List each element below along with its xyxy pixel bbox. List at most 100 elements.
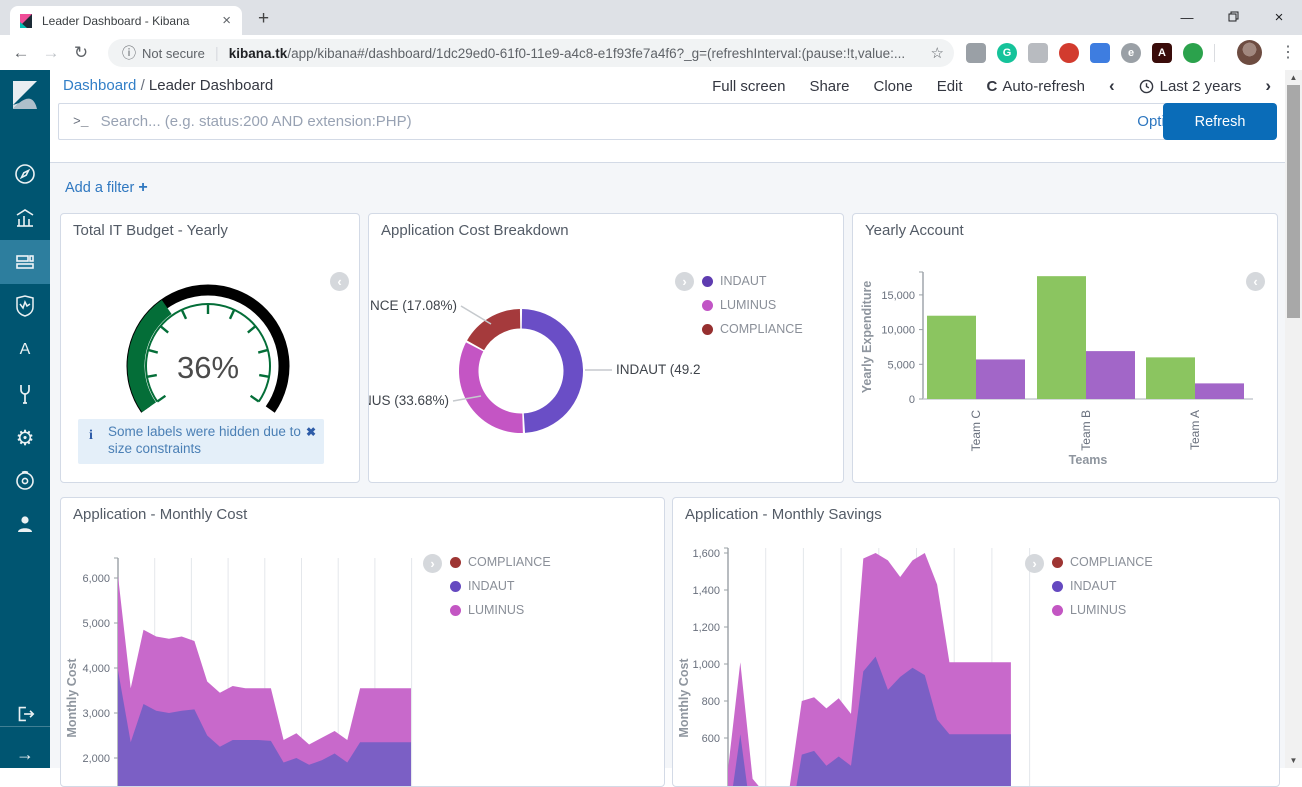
legend-expand-chevron-icon[interactable]: ›: [675, 272, 694, 291]
panel-application-cost-breakdown: Application Cost Breakdown NCE (17.08%) I…: [368, 213, 844, 483]
download-manager-extension-icon[interactable]: [1183, 43, 1203, 63]
query-caret-icon: >_: [73, 114, 89, 129]
sidebar-item-apm[interactable]: A: [0, 328, 50, 372]
bookmark-star-icon[interactable]: ☆: [930, 45, 944, 62]
sidebar-item-dev-tools[interactable]: [0, 372, 50, 416]
legend-dot-icon: [702, 323, 713, 335]
svg-text:2,000: 2,000: [82, 753, 110, 765]
refresh-button[interactable]: Refresh: [1163, 103, 1277, 140]
svg-text:3,000: 3,000: [82, 708, 110, 720]
panel-title: Application - Monthly Savings: [685, 506, 882, 523]
clone-button[interactable]: Clone: [873, 77, 913, 95]
legend-item-compliance[interactable]: COMPLIANCE: [450, 555, 551, 569]
forward-button[interactable]: →: [42, 42, 60, 62]
legend-expand-chevron-icon[interactable]: ›: [1025, 554, 1044, 573]
bar-purple-team-a[interactable]: [1195, 383, 1244, 399]
add-filter-link[interactable]: Add a filter +: [65, 179, 148, 196]
legend-item-indaut[interactable]: INDAUT: [450, 579, 551, 593]
legend-item-indaut[interactable]: INDAUT: [702, 274, 803, 288]
pie-slice-luminus[interactable]: [458, 342, 523, 433]
time-range-picker[interactable]: Last 2 years: [1139, 78, 1241, 95]
close-warning-icon[interactable]: ✖: [305, 425, 316, 439]
area-series-indaut[interactable]: [728, 656, 1011, 787]
scroll-up-icon[interactable]: ▲: [1289, 73, 1298, 82]
sidebar-item-dashboard[interactable]: [0, 240, 50, 284]
search-input[interactable]: [100, 113, 1138, 130]
bar-green-team-b[interactable]: [1037, 276, 1086, 399]
legend-label: INDAUT: [468, 579, 515, 593]
sidebar-item-logout[interactable]: [0, 692, 50, 736]
profile-avatar[interactable]: [1237, 40, 1262, 65]
legend-item-luminus[interactable]: LUMINUS: [1052, 603, 1153, 617]
breadcrumb-separator: /: [140, 77, 145, 94]
bar-chart: 0 5,000 10,000 15,000 Team C Team B Team A Team…: [860, 271, 1253, 467]
page-title: Leader Dashboard: [148, 77, 274, 94]
bar-green-team-c[interactable]: [927, 315, 976, 399]
tab-close-icon[interactable]: ×: [222, 12, 231, 29]
shield-icon: [16, 295, 34, 317]
gauge-chart: 36%: [126, 284, 290, 413]
legend-label: INDAUT: [1070, 579, 1117, 593]
sidebar-item-uptime[interactable]: [0, 284, 50, 328]
window-restore-button[interactable]: [1210, 0, 1256, 35]
window-close-button[interactable]: ×: [1274, 9, 1284, 26]
legend-label: LUMINUS: [468, 603, 525, 617]
breadcrumb-dashboard-link[interactable]: Dashboard: [63, 77, 137, 94]
legend-item-compliance[interactable]: COMPLIANCE: [1052, 555, 1153, 569]
grammarly-extension-icon[interactable]: G: [997, 43, 1017, 63]
legend-collapsed-chevron-icon[interactable]: ‹: [330, 272, 349, 291]
cube-extension-extension-icon[interactable]: [1028, 43, 1048, 63]
bar-purple-team-c[interactable]: [976, 359, 1025, 399]
window-minimize-button[interactable]: —: [1180, 10, 1194, 25]
gauge-warning-banner: i Some labels were hidden due to size co…: [78, 419, 324, 464]
sidebar-item-user[interactable]: [0, 502, 50, 546]
scrollbar-thumb[interactable]: [1287, 85, 1300, 318]
page-scrollbar[interactable]: ▲ ▼: [1285, 70, 1302, 768]
reload-button[interactable]: ↻: [73, 42, 89, 62]
kibana-logo[interactable]: [0, 70, 50, 120]
scroll-down-icon[interactable]: ▼: [1289, 756, 1298, 765]
sidebar-collapse-button[interactable]: →: [0, 732, 50, 776]
full-screen-button[interactable]: Full screen: [712, 77, 786, 95]
edit-button[interactable]: Edit: [936, 77, 963, 95]
sidebar-item-security[interactable]: [0, 458, 50, 502]
address-bar[interactable]: ⓘ Not secure | kibana.tk/app/kibana#/das…: [108, 39, 954, 67]
legend-collapsed-chevron-icon[interactable]: ‹: [1246, 272, 1265, 291]
pie-slice-compliance[interactable]: [467, 309, 521, 351]
gray-extension-extension-icon[interactable]: [966, 43, 986, 63]
legend-expand-chevron-icon[interactable]: ›: [423, 554, 442, 573]
sidebar-item-discover[interactable]: [0, 152, 50, 196]
pie-legend: INDAUT LUMINUS COMPLIANCE: [702, 274, 803, 336]
kibana-favicon: [20, 13, 32, 28]
bar-green-team-a[interactable]: [1146, 357, 1195, 399]
gear-icon: ⚙: [15, 426, 35, 450]
time-back-chevron[interactable]: ‹: [1108, 76, 1115, 95]
legend-item-compliance[interactable]: COMPLIANCE: [702, 322, 803, 336]
pie-slice-indaut[interactable]: [521, 309, 583, 433]
blocker-red-extension-icon[interactable]: [1059, 43, 1079, 63]
legend-label: LUMINUS: [1070, 603, 1127, 617]
site-security-chip[interactable]: ⓘ Not secure |: [122, 43, 229, 63]
browser-tab[interactable]: Leader Dashboard - Kibana ×: [10, 6, 242, 35]
legend-item-luminus[interactable]: LUMINUS: [450, 603, 551, 617]
pdf-reader-extension-icon[interactable]: A: [1152, 43, 1172, 63]
bar-purple-team-b[interactable]: [1086, 351, 1135, 399]
blue-square-extension-extension-icon[interactable]: [1090, 43, 1110, 63]
svg-text:600: 600: [702, 733, 720, 745]
legend-item-luminus[interactable]: LUMINUS: [702, 298, 803, 312]
sidebar-item-management[interactable]: ⚙: [0, 416, 50, 460]
e-gray-extension-extension-icon[interactable]: e: [1121, 43, 1141, 63]
area-legend: COMPLIANCE INDAUT LUMINUS: [450, 555, 551, 617]
area-series-indaut[interactable]: [118, 670, 411, 787]
auto-refresh-button[interactable]: C Auto-refresh: [986, 77, 1085, 95]
panel-title: Total IT Budget - Yearly: [73, 222, 228, 239]
sidebar-item-visualize[interactable]: [0, 196, 50, 240]
time-forward-chevron[interactable]: ›: [1265, 76, 1271, 95]
browser-menu-icon[interactable]: ⋮: [1280, 44, 1296, 61]
share-button[interactable]: Share: [809, 77, 850, 95]
area-chart: 1,600 1,400 1,200 1,000 800 600 Monthly Cost: [677, 547, 1031, 787]
legend-item-indaut[interactable]: INDAUT: [1052, 579, 1153, 593]
back-button[interactable]: ←: [12, 42, 30, 62]
new-tab-button[interactable]: +: [258, 8, 270, 29]
